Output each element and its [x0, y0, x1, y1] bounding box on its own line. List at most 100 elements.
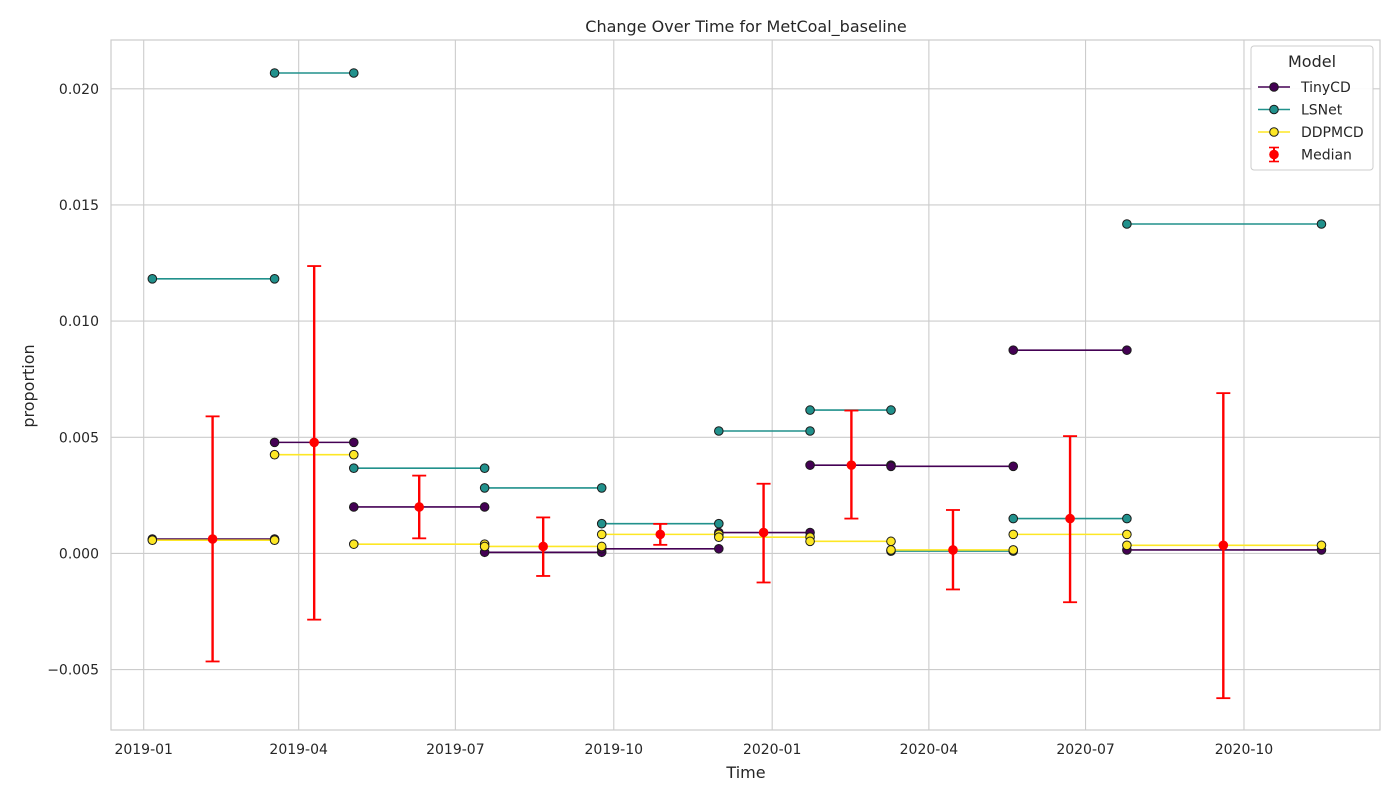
data-point	[269, 68, 280, 78]
data-point	[479, 463, 490, 473]
data-point	[348, 502, 359, 512]
median-point	[948, 545, 958, 555]
median-point	[538, 541, 548, 552]
data-point	[479, 483, 490, 493]
data-point	[1316, 540, 1327, 551]
data-point	[805, 426, 815, 436]
data-point	[1122, 540, 1132, 551]
median-errorbar	[307, 265, 322, 621]
legend-entry: TinyCD	[1258, 80, 1351, 96]
median-errorbar	[205, 415, 220, 663]
x-tick-label: 2020-07	[1056, 742, 1115, 758]
data-point	[886, 405, 896, 415]
data-point	[1008, 345, 1019, 355]
data-point	[886, 545, 896, 555]
x-tick-label: 2019-07	[426, 742, 485, 758]
legend-marker	[1269, 104, 1279, 115]
data-point	[1316, 219, 1327, 229]
data-point	[1122, 345, 1132, 355]
legend-marker	[1269, 82, 1279, 92]
data-point	[714, 543, 724, 554]
median-layer	[205, 265, 1231, 700]
chart-title: Change Over Time for MetCoal_baseline	[585, 17, 906, 37]
y-tick-label: 0.020	[59, 82, 99, 98]
median-point	[1218, 540, 1229, 551]
median-point	[414, 502, 425, 512]
data-point	[1122, 513, 1132, 524]
median-errorbar	[756, 482, 771, 584]
data-point	[1008, 513, 1019, 524]
median-errorbar	[536, 516, 551, 577]
grid	[111, 40, 1380, 730]
legend-entry: LSNet	[1258, 103, 1343, 119]
data-point	[348, 463, 359, 473]
data-point	[1008, 461, 1019, 472]
legend-label: LSNet	[1301, 103, 1343, 119]
plot-area	[110, 39, 1381, 731]
y-axis-label: proportion	[19, 344, 38, 427]
series-layer	[147, 68, 1327, 558]
median-errorbar	[1216, 392, 1231, 700]
median-point	[207, 534, 218, 544]
x-tick-label: 2020-04	[900, 742, 959, 758]
data-point	[596, 483, 607, 493]
legend-label: TinyCD	[1300, 80, 1351, 96]
data-point	[1008, 529, 1019, 540]
median-errorbar	[412, 474, 427, 540]
data-point	[147, 274, 158, 284]
data-point	[479, 502, 490, 512]
legend: Model TinyCD LSNet DDPMCD Median	[1250, 45, 1374, 171]
data-point	[886, 461, 896, 472]
data-point	[269, 274, 280, 284]
data-point	[348, 449, 359, 460]
x-tick-label: 2019-04	[269, 742, 328, 758]
legend-marker	[1269, 127, 1279, 137]
data-point	[596, 529, 607, 540]
data-point	[714, 518, 724, 529]
data-point	[147, 535, 158, 545]
data-point	[805, 536, 815, 547]
data-point	[886, 536, 896, 547]
y-tick-label: 0.015	[59, 198, 99, 214]
y-tick-label: 0.000	[59, 546, 99, 562]
legend-label: DDPMCD	[1301, 125, 1364, 141]
median-point	[655, 529, 666, 540]
data-point	[805, 405, 815, 415]
median-errorbar	[653, 523, 668, 546]
legend-marker	[1269, 149, 1279, 160]
data-point	[348, 437, 359, 448]
data-point	[805, 460, 815, 470]
x-tick-label: 2020-10	[1215, 742, 1274, 758]
legend-box	[1250, 45, 1374, 171]
legend-entries: TinyCD LSNet DDPMCD Median	[1258, 80, 1364, 164]
data-point	[596, 541, 607, 552]
y-axis-ticks: −0.005 0.000 0.005 0.010 0.015 0.020	[47, 82, 99, 679]
x-axis-label: Time	[725, 763, 765, 782]
median-point	[846, 460, 857, 470]
x-tick-label: 2019-01	[114, 742, 173, 758]
median-errorbar	[1063, 435, 1078, 604]
data-point	[348, 68, 359, 78]
legend-entry: Median	[1269, 146, 1352, 164]
series-tinycd	[147, 345, 1327, 558]
data-point	[1122, 219, 1132, 229]
median-point	[309, 437, 319, 448]
data-point	[348, 539, 359, 549]
median-point	[758, 527, 769, 538]
data-point	[269, 449, 280, 460]
median-point	[1065, 513, 1075, 524]
data-point	[269, 437, 280, 448]
y-tick-label: −0.005	[47, 663, 99, 679]
x-axis-ticks: 2019-01 2019-04 2019-07 2019-10 2020-01 2020-…	[114, 742, 1273, 758]
legend-title: Model	[1288, 52, 1336, 71]
data-point	[714, 532, 724, 542]
data-point	[479, 541, 490, 552]
x-tick-label: 2019-10	[585, 742, 644, 758]
x-tick-label: 2020-01	[743, 742, 802, 758]
data-point	[269, 535, 280, 545]
legend-label: Median	[1301, 148, 1352, 164]
median-errorbar	[945, 509, 960, 591]
data-point	[1122, 529, 1132, 540]
median-errorbar	[844, 409, 859, 520]
